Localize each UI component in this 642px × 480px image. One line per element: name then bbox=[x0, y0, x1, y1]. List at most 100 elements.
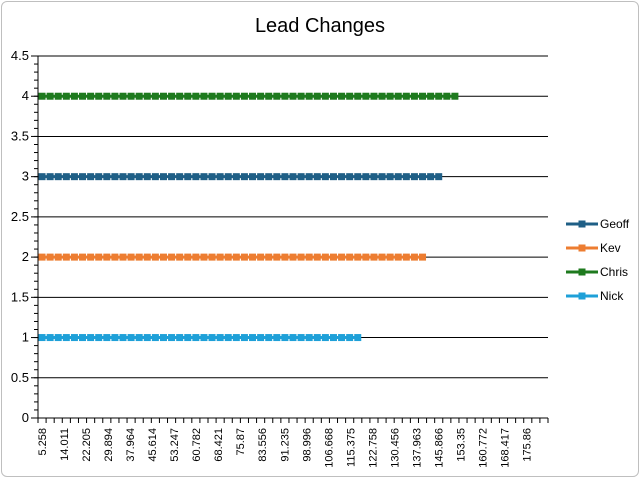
x-tick-label: 60.782 bbox=[191, 428, 203, 462]
data-point-geoff bbox=[321, 173, 329, 181]
x-tick-label: 137.963 bbox=[411, 428, 423, 468]
data-point-geoff bbox=[394, 173, 402, 181]
y-tick-label: 3 bbox=[22, 169, 29, 184]
axes bbox=[31, 55, 549, 423]
data-point-kev bbox=[386, 253, 394, 261]
data-point-geoff bbox=[143, 173, 151, 181]
data-point-chris bbox=[87, 92, 95, 100]
data-point-chris bbox=[443, 92, 451, 100]
data-point-kev bbox=[273, 253, 281, 261]
x-tick-label: 145.866 bbox=[433, 428, 445, 468]
x-tick-label: 45.614 bbox=[147, 428, 159, 462]
data-point-nick bbox=[151, 334, 159, 342]
legend-label: Chris bbox=[600, 265, 628, 279]
data-point-kev bbox=[338, 253, 346, 261]
data-point-kev bbox=[224, 253, 232, 261]
y-axis-ticks: 0 0.5 1 1.5 2 2.5 3 3.5 4 4.5 bbox=[11, 48, 29, 425]
series-lines bbox=[38, 92, 459, 342]
data-point-nick bbox=[313, 334, 321, 342]
data-point-nick bbox=[54, 334, 62, 342]
legend: Geoff Kev Chris Nick bbox=[566, 217, 630, 303]
data-point-kev bbox=[143, 253, 151, 261]
data-point-geoff bbox=[200, 173, 208, 181]
data-point-geoff bbox=[38, 173, 46, 181]
data-point-chris bbox=[192, 92, 200, 100]
data-point-chris bbox=[273, 92, 281, 100]
data-point-kev bbox=[79, 253, 87, 261]
x-axis-ticks: 5.258 14.011 22.205 29.894 37.964 45.614 53.24… bbox=[37, 428, 533, 468]
data-point-nick bbox=[321, 334, 329, 342]
data-point-nick bbox=[200, 334, 208, 342]
data-point-geoff bbox=[354, 173, 362, 181]
data-point-kev bbox=[87, 253, 95, 261]
data-point-geoff bbox=[54, 173, 62, 181]
data-point-kev bbox=[159, 253, 167, 261]
data-point-chris bbox=[378, 92, 386, 100]
data-point-nick bbox=[127, 334, 135, 342]
data-point-geoff bbox=[402, 173, 410, 181]
data-point-kev bbox=[46, 253, 54, 261]
data-point-geoff bbox=[289, 173, 297, 181]
data-point-kev bbox=[362, 253, 370, 261]
x-tick-label: 75.87 bbox=[235, 428, 247, 456]
x-tick-label: 122.758 bbox=[367, 428, 379, 468]
data-point-nick bbox=[257, 334, 265, 342]
data-point-chris bbox=[46, 92, 54, 100]
data-point-geoff bbox=[70, 173, 78, 181]
data-point-chris bbox=[127, 92, 135, 100]
x-tick-label: 68.421 bbox=[213, 428, 225, 462]
data-point-kev bbox=[127, 253, 135, 261]
y-tick-label: 4.5 bbox=[11, 48, 29, 63]
data-point-chris bbox=[435, 92, 443, 100]
data-point-geoff bbox=[224, 173, 232, 181]
data-point-chris bbox=[249, 92, 257, 100]
data-point-nick bbox=[297, 334, 305, 342]
data-point-chris bbox=[419, 92, 427, 100]
data-point-chris bbox=[257, 92, 265, 100]
data-point-nick bbox=[38, 334, 46, 342]
data-point-chris bbox=[200, 92, 208, 100]
data-point-kev bbox=[249, 253, 257, 261]
data-point-kev bbox=[103, 253, 111, 261]
data-point-nick bbox=[305, 334, 313, 342]
data-point-geoff bbox=[410, 173, 418, 181]
data-point-nick bbox=[143, 334, 151, 342]
data-point-kev bbox=[168, 253, 176, 261]
data-point-chris bbox=[386, 92, 394, 100]
data-point-chris bbox=[346, 92, 354, 100]
legend-marker bbox=[578, 220, 586, 228]
data-point-chris bbox=[54, 92, 62, 100]
x-tick-label: 22.205 bbox=[81, 428, 93, 462]
data-point-geoff bbox=[265, 173, 273, 181]
data-point-geoff bbox=[168, 173, 176, 181]
x-tick-label: 160.772 bbox=[477, 428, 489, 468]
x-tick-label: 153.35 bbox=[455, 428, 467, 462]
data-point-geoff bbox=[208, 173, 216, 181]
data-point-chris bbox=[305, 92, 313, 100]
data-point-nick bbox=[168, 334, 176, 342]
data-point-kev bbox=[370, 253, 378, 261]
data-point-kev bbox=[378, 253, 386, 261]
data-point-nick bbox=[135, 334, 143, 342]
data-point-nick bbox=[87, 334, 95, 342]
legend-label: Nick bbox=[600, 289, 624, 303]
data-point-chris bbox=[370, 92, 378, 100]
x-tick-label: 106.668 bbox=[323, 428, 335, 468]
data-point-geoff bbox=[329, 173, 337, 181]
data-point-nick bbox=[240, 334, 248, 342]
data-point-chris bbox=[265, 92, 273, 100]
data-point-geoff bbox=[95, 173, 103, 181]
data-point-chris bbox=[362, 92, 370, 100]
data-point-geoff bbox=[79, 173, 87, 181]
data-point-geoff bbox=[62, 173, 70, 181]
data-point-nick bbox=[224, 334, 232, 342]
data-point-chris bbox=[297, 92, 305, 100]
data-point-geoff bbox=[257, 173, 265, 181]
data-point-chris bbox=[240, 92, 248, 100]
data-point-nick bbox=[329, 334, 337, 342]
data-point-chris bbox=[38, 92, 46, 100]
data-point-nick bbox=[354, 334, 362, 342]
data-point-kev bbox=[265, 253, 273, 261]
data-point-geoff bbox=[338, 173, 346, 181]
